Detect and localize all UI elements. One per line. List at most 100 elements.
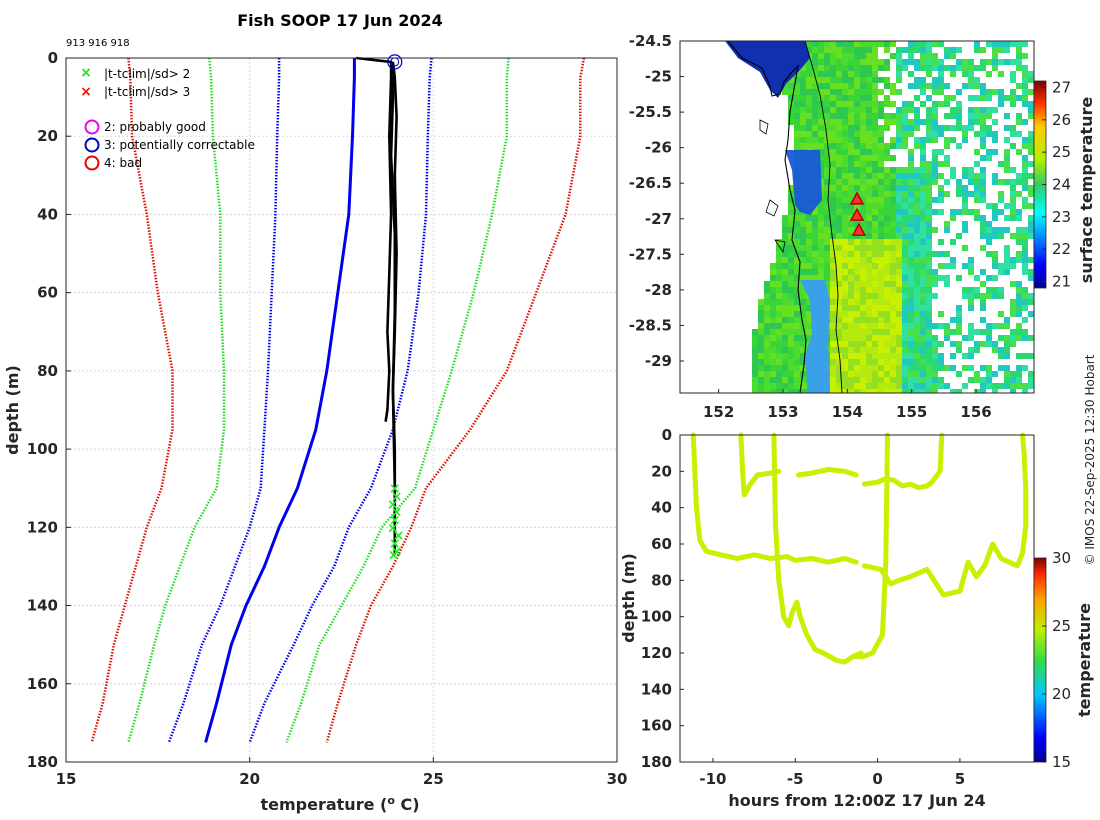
- sst-cell: [830, 257, 836, 263]
- sst-cell: [812, 143, 818, 149]
- sst-cell: [794, 95, 800, 101]
- sst-cell: [878, 227, 884, 233]
- sst-cell: [938, 65, 944, 71]
- sst-cell: [866, 263, 872, 269]
- sst-cell: [902, 371, 908, 377]
- sst-cell: [914, 299, 920, 305]
- sst-cell: [1004, 353, 1010, 359]
- sst-cell: [848, 41, 854, 47]
- sst-cell: [824, 83, 830, 89]
- sst-cell: [872, 41, 878, 47]
- sst-cell: [920, 215, 926, 221]
- sst-cell: [902, 353, 908, 359]
- map-ytick-2: -25.5: [629, 103, 672, 121]
- sst-cell: [878, 203, 884, 209]
- sst-cell: [878, 197, 884, 203]
- sst-cell: [902, 377, 908, 383]
- sst-cell: [884, 371, 890, 377]
- sst-cell: [848, 191, 854, 197]
- sst-cell: [920, 227, 926, 233]
- sst-cell: [884, 47, 890, 53]
- coastline: [727, 41, 807, 393]
- sst-cell: [950, 389, 956, 393]
- sst-cell: [854, 89, 860, 95]
- sst-cell: [914, 179, 920, 185]
- sst-cell: [938, 359, 944, 365]
- sst-cell: [908, 119, 914, 125]
- sst-cell: [806, 59, 812, 65]
- sst-cell: [782, 317, 788, 323]
- ts-xtick-1: -5: [787, 770, 804, 788]
- sst-cell: [1016, 305, 1022, 311]
- sst-cell: [980, 113, 986, 119]
- sst-cell: [878, 113, 884, 119]
- sst-cell: [902, 257, 908, 263]
- sst-cell: [770, 323, 776, 329]
- sst-cell: [836, 299, 842, 305]
- sst-cell: [1004, 341, 1010, 347]
- ts-track-2: [771, 432, 864, 665]
- sst-cell: [842, 275, 848, 281]
- sst-cell: [1022, 257, 1028, 263]
- ts-track-5: [861, 432, 945, 491]
- sst-cell: [794, 329, 800, 335]
- sst-cell: [770, 377, 776, 383]
- sst-cell: [914, 389, 920, 393]
- sst-cell: [884, 77, 890, 83]
- sst-cell: [842, 179, 848, 185]
- sst-cell: [902, 341, 908, 347]
- sst-cell: [860, 197, 866, 203]
- sst-cell: [950, 257, 956, 263]
- sst-cell: [848, 95, 854, 101]
- sst-cell: [992, 293, 998, 299]
- sst-cell: [854, 239, 860, 245]
- sst-cell: [878, 359, 884, 365]
- sst-cell: [830, 335, 836, 341]
- sst-cell: [866, 317, 872, 323]
- profile-ytick-0: 0: [48, 49, 58, 67]
- sst-cell: [842, 239, 848, 245]
- sst-cell: [980, 173, 986, 179]
- sst-cell: [878, 59, 884, 65]
- sst-cell: [842, 137, 848, 143]
- sst-cell: [830, 365, 836, 371]
- sst-cell: [992, 89, 998, 95]
- sst-cell: [800, 317, 806, 323]
- sst-cell: [992, 323, 998, 329]
- sst-cell: [902, 251, 908, 257]
- ts-ytick-8: 160: [641, 717, 672, 735]
- sst-cell: [788, 119, 794, 125]
- sst-cell: [1028, 311, 1034, 317]
- sst-cell: [884, 173, 890, 179]
- profile-xtick-1: 20: [239, 770, 260, 788]
- sst-cell: [1028, 143, 1034, 149]
- sst-cell: [956, 89, 962, 95]
- sst-cell: [950, 329, 956, 335]
- sst-cell: [860, 95, 866, 101]
- sst-cell: [884, 329, 890, 335]
- sst-cell: [914, 83, 920, 89]
- sst-cell: [788, 185, 794, 191]
- sst-cell: [890, 209, 896, 215]
- sst-cell: [758, 305, 764, 311]
- sst-cell: [980, 143, 986, 149]
- sst-cell: [890, 287, 896, 293]
- sst-cell: [788, 269, 794, 275]
- sst-cell: [926, 389, 932, 393]
- sst-cell: [902, 383, 908, 389]
- sst-cell: [872, 209, 878, 215]
- sst-cell: [818, 215, 824, 221]
- sst-cell: [800, 287, 806, 293]
- sst-cell: [920, 119, 926, 125]
- sst-cell: [926, 299, 932, 305]
- sst-cell: [908, 173, 914, 179]
- sst-cell: [764, 341, 770, 347]
- sst-cell: [830, 143, 836, 149]
- sst-cell: [872, 197, 878, 203]
- sst-cell: [824, 215, 830, 221]
- sst-cell: [842, 287, 848, 293]
- sst-cell: [794, 377, 800, 383]
- sst-cell: [908, 335, 914, 341]
- sst-cell: [908, 293, 914, 299]
- sst-cell: [890, 257, 896, 263]
